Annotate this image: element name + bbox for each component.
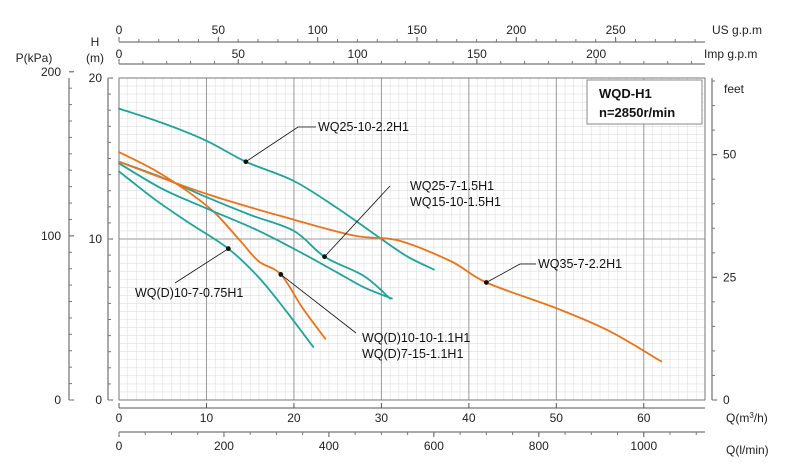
tick-label-pressure-kpa: 0 bbox=[54, 393, 61, 407]
tick-label-q-m3h: 60 bbox=[637, 411, 651, 425]
tick-label-q-m3h: 40 bbox=[462, 411, 476, 425]
tick-label-us-gpm: 200 bbox=[506, 23, 526, 37]
chart-title-box: WQD-H1 n=2850r/min bbox=[586, 79, 703, 125]
tick-label-us-gpm: 50 bbox=[212, 23, 226, 37]
tick-label-us-gpm: 150 bbox=[407, 23, 427, 37]
tick-label-q-m3h: 30 bbox=[375, 411, 389, 425]
curve-label: WQ15-10-1.5H1 bbox=[410, 195, 501, 209]
curve-marker-dot bbox=[483, 280, 489, 285]
curve-wq-d-10-10-1-1h1 bbox=[118, 151, 327, 340]
tick-label-head-m: 20 bbox=[89, 71, 103, 85]
tick-label-head-feet: 25 bbox=[723, 270, 737, 284]
curve-marker-dot bbox=[278, 272, 284, 277]
tick-label-q-lmin: 0 bbox=[116, 439, 123, 453]
curve-label: WQ25-10-2.2H1 bbox=[318, 120, 409, 134]
tick-label-us-gpm: 250 bbox=[606, 23, 626, 37]
axis-label-pressure-kpa: P(kPa) bbox=[16, 51, 53, 65]
tick-label-q-lmin: 200 bbox=[214, 439, 234, 453]
plot-border bbox=[118, 77, 706, 401]
tick-label-head-feet: 0 bbox=[723, 393, 730, 407]
leader-line bbox=[174, 248, 229, 284]
leader-line bbox=[486, 263, 521, 283]
curve-label: WQ(D)10-7-0.75H1 bbox=[135, 286, 243, 300]
axes: 0 10 20 30 40 50 60 Q(m3/h)0 200 400 600 800 1000 Q(l… bbox=[16, 23, 769, 457]
axis-label-head-m-line2: (m) bbox=[86, 51, 104, 65]
curve-labels: WQ25-10-2.2H1 WQ25-7-1.5H1 WQ15-10-1.5H1 WQ… bbox=[135, 120, 622, 361]
tick-label-head-m: 10 bbox=[89, 232, 103, 246]
curve-wq25-10-2-2h1 bbox=[118, 107, 435, 271]
tick-label-q-lmin: 600 bbox=[424, 439, 444, 453]
tick-label-pressure-kpa: 200 bbox=[41, 65, 61, 79]
tick-label-imp-gpm: 200 bbox=[586, 47, 606, 61]
tick-label-us-gpm: 0 bbox=[116, 23, 123, 37]
curve-wq-d-7-15-1-1h1 bbox=[118, 162, 393, 300]
tick-label-q-m3h: 10 bbox=[200, 411, 214, 425]
tick-label-q-m3h: 50 bbox=[550, 411, 564, 425]
curves bbox=[118, 107, 663, 363]
curve-marker-dot bbox=[225, 246, 231, 252]
tick-label-q-m3h: 20 bbox=[287, 411, 301, 425]
tick-label-head-m: 0 bbox=[95, 393, 102, 407]
axis-label-q-m3h: Q(m3/h) bbox=[726, 411, 768, 426]
grid bbox=[118, 77, 706, 401]
tick-label-head-feet: 50 bbox=[723, 148, 737, 162]
leader-line bbox=[245, 126, 299, 163]
chart-subtitle: n=2850r/min bbox=[599, 105, 675, 120]
tick-label-imp-gpm: 150 bbox=[467, 47, 487, 61]
curve-label: WQ(D)7-15-1.1H1 bbox=[362, 347, 463, 361]
tick-label-q-m3h: 0 bbox=[116, 411, 123, 425]
tick-label-pressure-kpa: 100 bbox=[41, 229, 61, 243]
tick-label-q-lmin: 800 bbox=[529, 439, 549, 453]
leader-line bbox=[324, 185, 391, 257]
tick-label-imp-gpm: 50 bbox=[232, 47, 246, 61]
axis-label-q-lmin: Q(l/min) bbox=[726, 443, 769, 457]
axis-label-head-m-line1: H bbox=[91, 35, 100, 49]
leader-line bbox=[280, 274, 357, 334]
curve-label: WQ35-7-2.2H1 bbox=[538, 257, 622, 271]
tick-label-q-lmin: 400 bbox=[319, 439, 339, 453]
axis-label-head-feet: feet bbox=[724, 82, 745, 96]
tick-label-imp-gpm: 100 bbox=[348, 47, 368, 61]
chart-title: WQD-H1 bbox=[599, 86, 652, 101]
tick-label-us-gpm: 100 bbox=[308, 23, 328, 37]
curve-marker-dot bbox=[322, 254, 327, 260]
curve-label: WQ(D)10-10-1.1H1 bbox=[362, 331, 470, 345]
axis-label-us-gpm: US g.p.m bbox=[712, 23, 762, 37]
curve-label: WQ25-7-1.5H1 bbox=[410, 179, 494, 193]
curve-marker-dot bbox=[243, 159, 249, 165]
tick-label-imp-gpm: 0 bbox=[116, 47, 123, 61]
axis-label-imp-gpm: Imp g.p.m bbox=[704, 47, 757, 61]
tick-label-q-lmin: 1000 bbox=[630, 439, 657, 453]
curve-wq35-7-2-2h1 bbox=[118, 160, 663, 363]
